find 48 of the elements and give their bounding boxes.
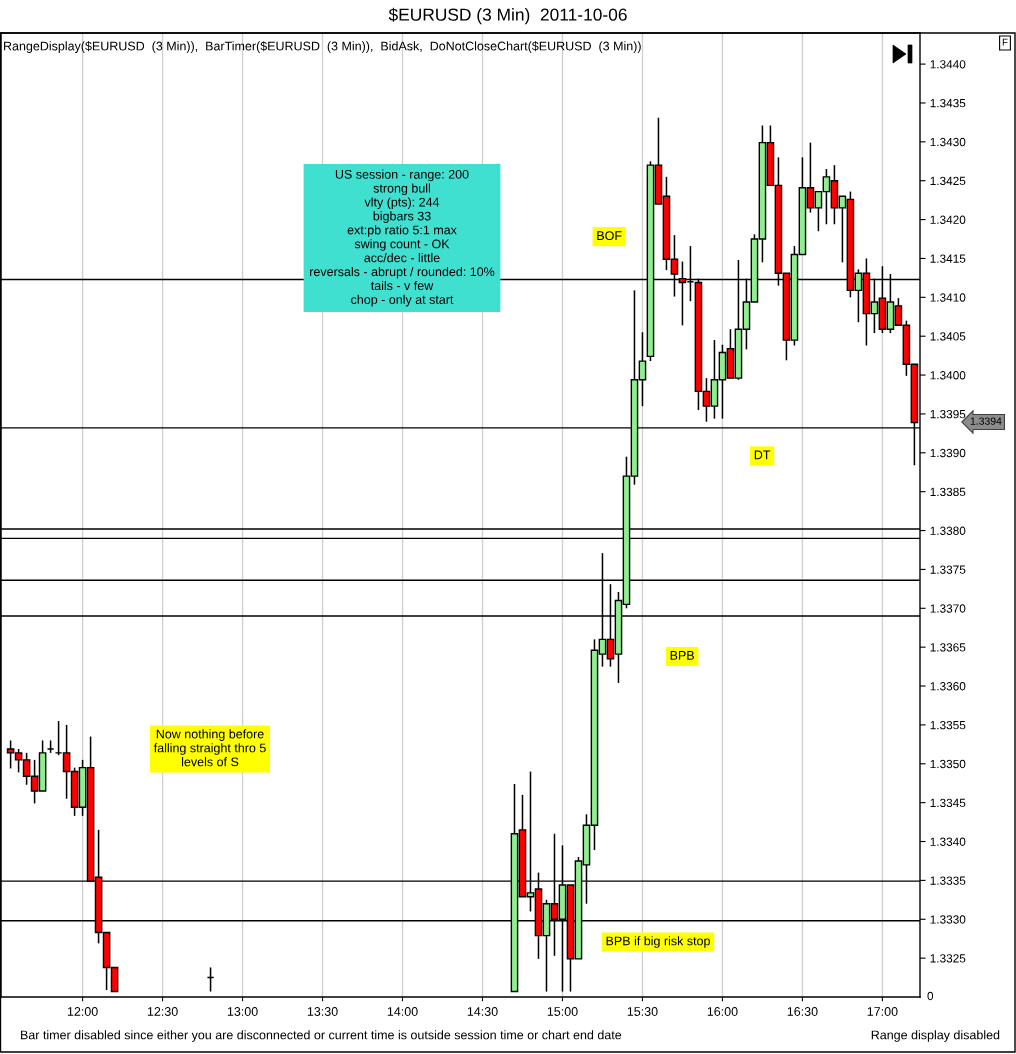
y-tick-label: 1.3330 [930, 915, 966, 924]
chart-title: $EURUSD (3 Min) 2011-10-06 [388, 7, 627, 25]
annotation: BOF [597, 231, 622, 241]
x-tick-label: 15:00 [547, 1007, 578, 1016]
y-tick-label: 1.3405 [930, 332, 966, 341]
y-tick-label: 1.3360 [930, 682, 966, 691]
y-tick-label: 1.3435 [930, 99, 966, 108]
text: US session - range: 200 strong bull vlty (pts): 244 bigbars 33 ext:pb ratio 5:1 max swing count - OK acc/dec - little reversals - abrupt / rounded: 10% tails - v few chop - only at start [310, 169, 495, 307]
y-tick-label: 1.3350 [930, 759, 966, 769]
annotation: Now nothing before falling straight thro 5 levels of S [153, 729, 266, 767]
y-tick-label: 1.3340 [930, 837, 966, 846]
y-tick-label: 1.3390 [930, 448, 966, 458]
y-tick-label: 1.3355 [930, 720, 966, 730]
text: F [1002, 38, 1008, 46]
annotation: BPB if big risk stop [606, 936, 710, 948]
y-tick-label: 1.3420 [930, 215, 966, 224]
annotation: BPB [670, 651, 694, 660]
x-tick-label: 17:00 [867, 1007, 898, 1016]
y-tick-label: 1.3400 [930, 371, 966, 380]
y-tick-label: 1.3375 [930, 565, 966, 574]
text: Bar timer disabled since either you are disconnected or current time is outside session time or chart end date [21, 1030, 622, 1042]
x-tick-label: 13:30 [307, 1007, 338, 1016]
y-tick-label: 1.3410 [930, 293, 966, 302]
x-tick-label: 14:00 [387, 1007, 418, 1016]
y-tick-label: 1.3370 [930, 604, 966, 613]
y-tick-label: 1.3415 [930, 254, 966, 263]
y-tick-label: 1.3335 [930, 876, 966, 885]
y-tick-label: 1.3425 [930, 176, 966, 186]
x-tick-label: 13:00 [227, 1007, 258, 1016]
y-tick-label: 1.3345 [930, 798, 966, 808]
y-tick-label: 1.3395 [930, 409, 966, 419]
x-tick-label: 12:00 [67, 1007, 98, 1016]
y-tick-label: 1.3430 [930, 137, 966, 147]
annotation: DT [754, 450, 771, 460]
y-tick-label: 1.3380 [930, 526, 966, 535]
y-tick-label: 1.3325 [930, 954, 966, 963]
x-tick-label: 16:30 [787, 1007, 818, 1016]
y-tick-label: 1.3365 [930, 643, 966, 652]
x-tick-label: 16:00 [707, 1007, 738, 1016]
y-tick-label: 1.3385 [930, 487, 966, 497]
y-tick-label: 1.3440 [930, 60, 966, 69]
text: Range display disabled [871, 1030, 1000, 1042]
x-tick-label: 15:30 [627, 1007, 658, 1016]
annotation: RangeDisplay($EURUSD (3 Min)), BarTimer($EURUSD (3 Min)), BidAsk, DoNotCloseChart($EURUSD (3 Min)) [4, 41, 641, 53]
text: 1.3394 [970, 417, 1002, 425]
x-tick-label: 12:30 [147, 1007, 178, 1016]
x-tick-label: 14:30 [467, 1007, 498, 1016]
text: 0 [927, 991, 934, 1001]
